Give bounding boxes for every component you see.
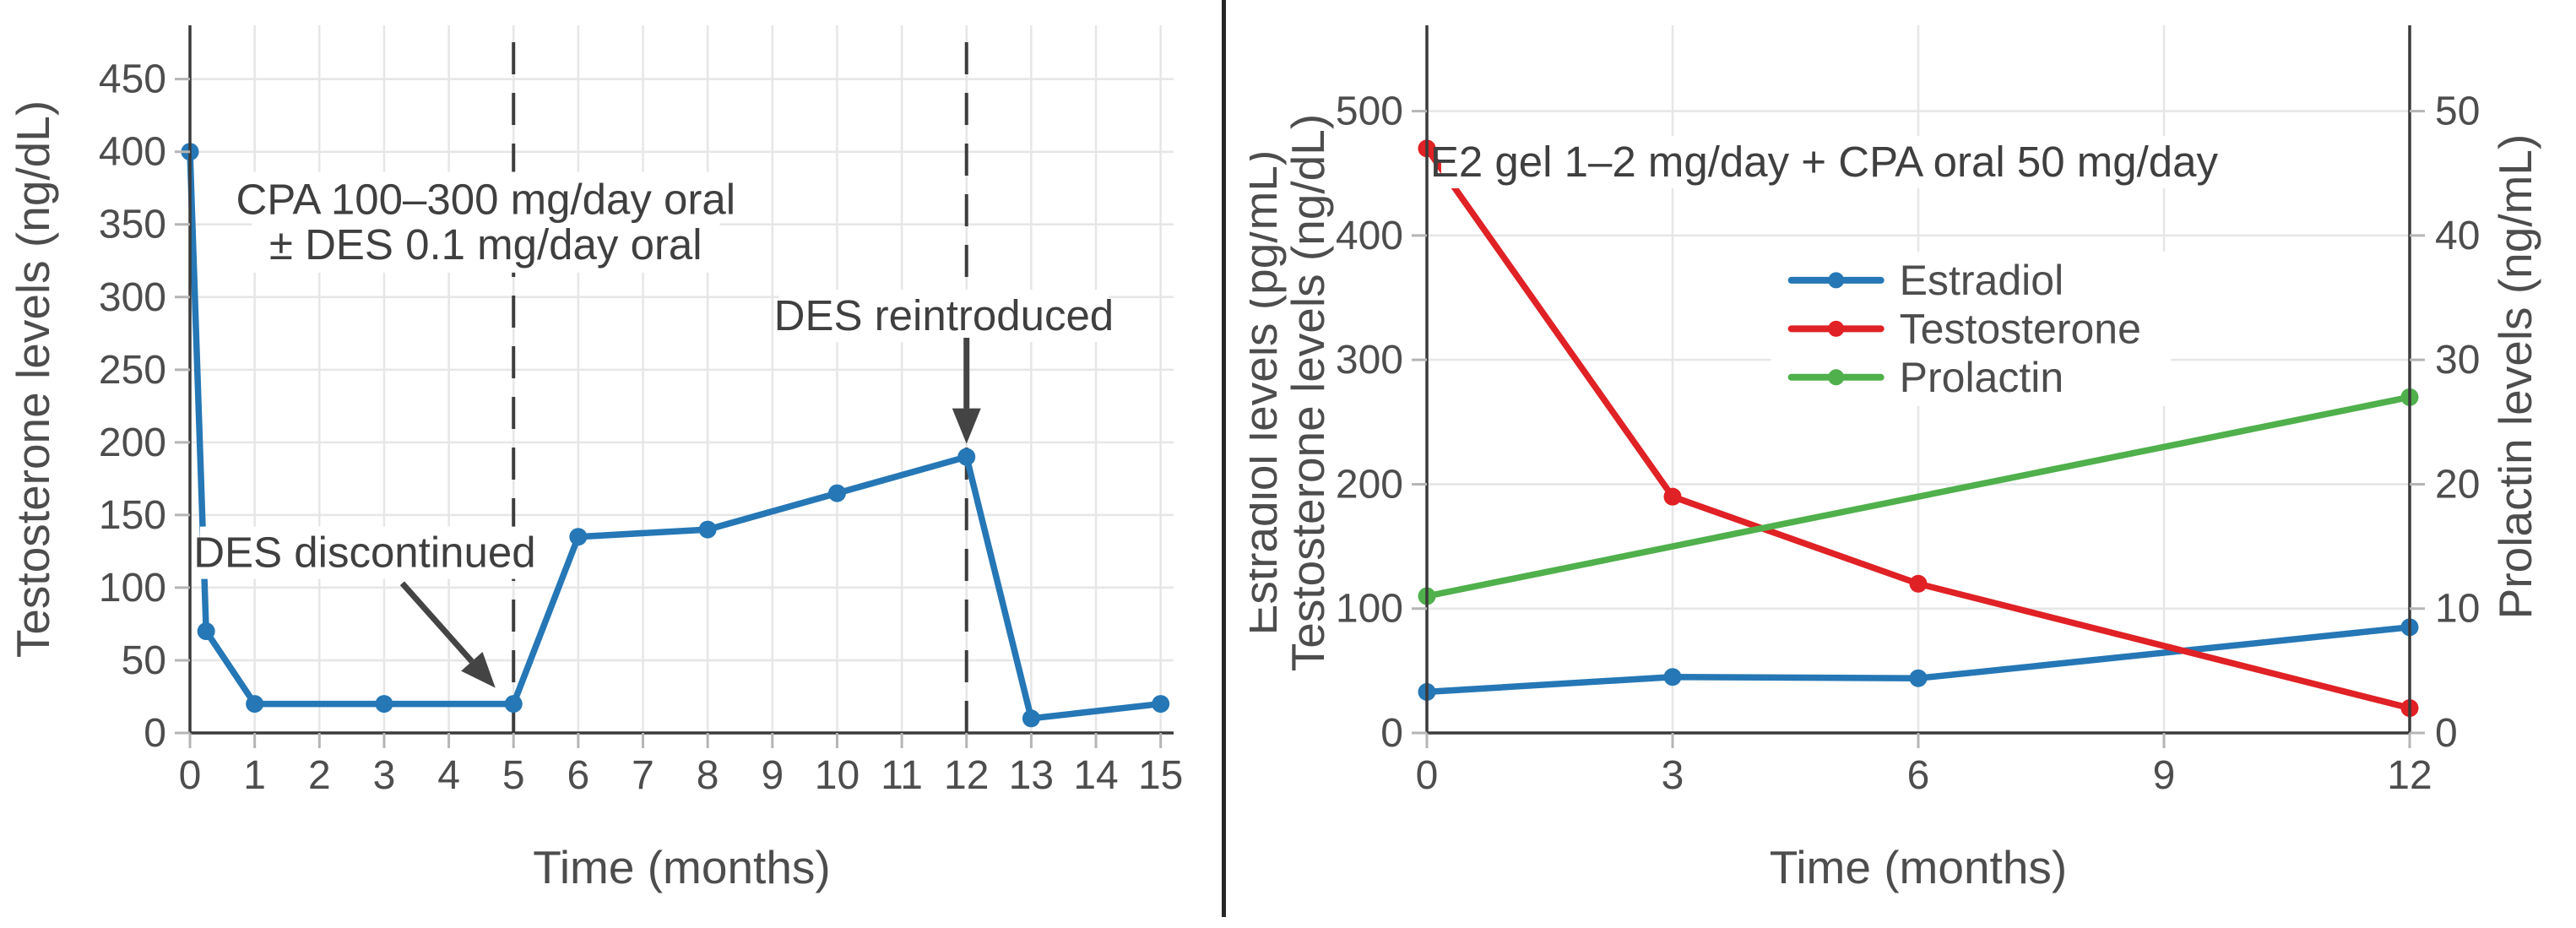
x-tick-label: 9 (2153, 753, 2176, 798)
annotation-arrow-head (461, 651, 496, 688)
x-tick-label: 13 (1009, 753, 1054, 798)
legend-marker-testosterone (1828, 320, 1845, 337)
x-tick-label: 15 (1138, 753, 1183, 798)
x-tick-label: 0 (1416, 753, 1439, 798)
testosterone-marker (569, 528, 588, 546)
testosterone-marker (957, 448, 976, 466)
annotation-arrow-shaft (399, 581, 475, 664)
x-tick-label: 3 (373, 753, 396, 798)
y-tick-label-right: 30 (2435, 338, 2480, 383)
testosterone-marker (375, 695, 393, 714)
y-axis-label-left-1: Estradiol levels (pg/mL) (1250, 150, 1287, 636)
y-tick-label: 400 (99, 130, 166, 175)
y-tick-label: 100 (99, 566, 166, 611)
y-axis-label-right: Prolactin levels (ng/mL) (2489, 134, 2541, 620)
y-tick-label-right: 0 (2435, 711, 2458, 756)
x-tick-label: 4 (437, 753, 460, 798)
x-tick-label: 7 (632, 753, 654, 798)
chart-testosterone-cpa-des: 0 1 2 3 4 5 6 7 8 9 10 11 12 13 14 15050100150200250300… (7, 25, 1183, 893)
testosterone-marker (1909, 574, 1928, 593)
x-tick-label: 12 (2387, 753, 2432, 798)
x-tick-label: 10 (815, 753, 860, 798)
legend-label-estradiol: Estradiol (1900, 257, 2064, 304)
x-tick-label: 6 (1907, 753, 1930, 798)
title-bg (1440, 136, 2207, 189)
annotation-text: DES discontinued (193, 529, 535, 577)
x-tick-label: 6 (567, 753, 590, 798)
y-axis-label: Testosterone levels (ng/dL) (7, 100, 59, 658)
x-tick-label: 11 (881, 753, 923, 798)
x-axis-label: Time (months) (533, 841, 830, 893)
y-tick-label: 350 (99, 203, 166, 247)
y-tick-label: 250 (99, 348, 166, 393)
testosterone-marker (1663, 487, 1682, 506)
legend-label-prolactin: Prolactin (1900, 354, 2064, 401)
y-tick-label: 200 (99, 421, 166, 465)
text-block-bg (252, 171, 720, 273)
legend-marker-estradiol (1828, 272, 1845, 289)
panel-divider (1222, 0, 1226, 917)
x-axis-label: Time (months) (1770, 841, 2067, 893)
annotation-bg (199, 526, 529, 579)
testosterone-line (1424, 145, 2413, 712)
y-tick-label: 0 (1380, 711, 1403, 756)
y-tick-label-right: 40 (2435, 214, 2480, 258)
y-tick-label: 450 (99, 57, 166, 102)
annotation-text: DES reintroduced (774, 291, 1114, 339)
y-tick-label-right: 10 (2435, 587, 2480, 632)
y-tick-label: 500 (1336, 90, 1403, 134)
testosterone-marker (246, 695, 264, 714)
x-tick-label: 8 (697, 753, 719, 798)
x-tick-label: 3 (1662, 753, 1684, 798)
y-tick-label: 0 (144, 711, 166, 756)
y-tick-label: 100 (1336, 587, 1403, 632)
x-tick-label: 0 (179, 753, 202, 798)
legend-label-testosterone: Testosterone (1900, 305, 2141, 352)
y-axis-label-left-2: Testosterone levels (ng/dL) (1282, 114, 1334, 671)
legend-marker-prolactin (1828, 369, 1845, 386)
y-tick-label: 200 (1336, 462, 1403, 507)
y-tick-label: 300 (99, 275, 166, 320)
prolactin-line (1424, 393, 2413, 600)
testosterone-marker (1152, 695, 1170, 714)
x-tick-label: 12 (944, 753, 989, 798)
chart-title: E2 gel 1–2 mg/day + CPA oral 50 mg/day (1430, 138, 2219, 186)
x-tick-label: 5 (502, 753, 525, 798)
regimen-text-line-1: CPA 100–300 mg/day oral (236, 175, 735, 223)
regimen-text-line-2: ± DES 0.1 mg/day oral (269, 220, 702, 269)
testosterone-marker (698, 520, 717, 539)
annotation-bg (778, 290, 1109, 343)
y-tick-label: 400 (1336, 214, 1403, 258)
y-tick-label: 150 (99, 493, 166, 538)
estradiol-marker (1909, 669, 1928, 687)
x-tick-label: 2 (308, 753, 331, 798)
estradiol-line (1424, 624, 2413, 696)
y-tick-label-right: 20 (2435, 462, 2480, 507)
x-tick-label: 1 (243, 753, 266, 798)
testosterone-marker (504, 695, 523, 714)
testosterone-marker (1022, 709, 1040, 728)
y-tick-label: 50 (122, 638, 166, 683)
y-tick-label-right: 50 (2435, 90, 2480, 134)
annotation-arrow-head (952, 408, 981, 444)
testosterone-marker (197, 622, 215, 641)
estradiol-marker (1663, 668, 1682, 687)
x-tick-label: 9 (761, 753, 784, 798)
testosterone-marker (827, 484, 846, 502)
y-tick-label: 300 (1336, 338, 1403, 383)
x-tick-label: 14 (1073, 753, 1118, 798)
